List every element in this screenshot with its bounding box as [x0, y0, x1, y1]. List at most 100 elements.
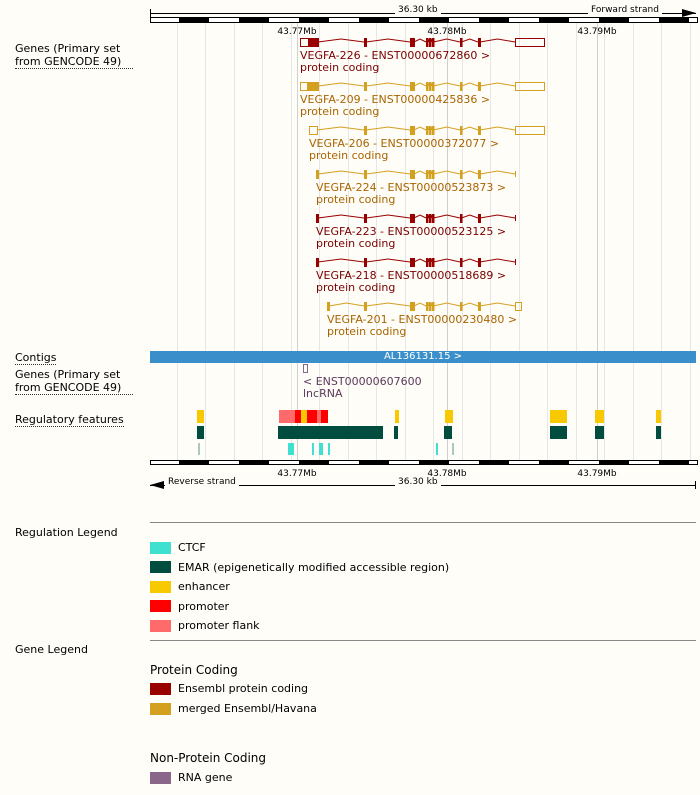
legend-item: promoter flank [150, 619, 260, 632]
exon [478, 302, 481, 311]
transcript[interactable] [300, 38, 545, 47]
exon [478, 38, 481, 47]
legend-swatch [150, 600, 171, 613]
intron [433, 302, 461, 307]
intron [365, 82, 411, 87]
intron [365, 214, 411, 219]
transcript-name[interactable]: VEGFA-201 - ENST00000230480 > [327, 313, 518, 326]
track-label-genes-2[interactable]: Genes (Primary set from GENCODE 49) [15, 368, 133, 395]
transcript[interactable] [300, 82, 545, 91]
exon [478, 170, 481, 179]
gridline [376, 22, 377, 460]
contig-bar[interactable]: AL136131.15 > [150, 351, 696, 363]
exon [316, 214, 319, 223]
ctcf-feature[interactable] [288, 443, 290, 455]
emar-feature[interactable] [394, 426, 398, 439]
transcript[interactable] [327, 302, 522, 311]
gridline [576, 22, 577, 460]
intron [413, 126, 427, 131]
emar-feature[interactable] [656, 426, 661, 439]
enhancer-feature[interactable] [395, 410, 399, 423]
intron [317, 214, 365, 219]
exon [515, 82, 545, 91]
track-label-regulatory[interactable]: Regulatory features [15, 413, 124, 427]
exon [364, 170, 367, 179]
protein-coding-heading: Protein Coding [150, 663, 238, 677]
ctcf-feature[interactable] [436, 443, 438, 455]
intron [365, 126, 411, 131]
intron [365, 258, 411, 263]
promoter-flank-feature[interactable] [317, 410, 321, 423]
exon [460, 38, 463, 47]
exon [308, 38, 319, 47]
lncrna-name[interactable]: < ENST00000607600 [303, 375, 422, 388]
transcript-name[interactable]: VEGFA-218 - ENST00000518689 > [316, 269, 507, 282]
gridline [690, 22, 691, 460]
ruler-block [359, 461, 389, 464]
transcript-name[interactable]: VEGFA-206 - ENST00000372077 > [309, 137, 500, 150]
exon [426, 82, 429, 91]
ctcf-feature[interactable] [312, 443, 314, 455]
track-label-contigs[interactable]: Contigs [15, 351, 57, 365]
ruler-block [419, 461, 449, 464]
intron [413, 214, 427, 219]
gridline [319, 22, 320, 460]
exon [426, 302, 429, 311]
gridline [262, 22, 263, 460]
emar-feature[interactable] [444, 426, 452, 439]
intron [433, 170, 461, 175]
transcript-name[interactable]: VEGFA-226 - ENST00000672860 > [300, 49, 491, 62]
legend-label: CTCF [178, 541, 206, 554]
transcript[interactable] [309, 126, 545, 135]
track-label-genes[interactable]: Genes (Primary set from GENCODE 49) [15, 42, 133, 69]
exon [429, 170, 432, 179]
exon [429, 126, 432, 135]
exon [460, 82, 463, 91]
enhancer-feature[interactable] [301, 410, 307, 423]
enhancer-feature[interactable] [445, 410, 453, 423]
exon [364, 258, 367, 267]
intron [461, 214, 479, 219]
intron [479, 214, 516, 219]
ctcf-feature[interactable] [292, 443, 294, 455]
enhancer-feature[interactable] [197, 410, 204, 423]
transcript[interactable] [316, 170, 516, 179]
gridline [519, 22, 520, 460]
legend-item: enhancer [150, 580, 230, 593]
exon [429, 214, 432, 223]
promoter-feature[interactable] [307, 410, 317, 423]
transcript-name[interactable]: VEGFA-209 - ENST00000425836 > [300, 93, 491, 106]
enhancer-feature[interactable] [656, 410, 661, 423]
emar-feature[interactable] [197, 426, 204, 439]
enhancer-feature[interactable] [550, 410, 567, 423]
transcript-name[interactable]: VEGFA-224 - ENST00000523873 > [316, 181, 507, 194]
exon [410, 214, 415, 223]
lncrna-exon[interactable] [303, 364, 308, 373]
promoter-feature[interactable] [321, 410, 328, 423]
enhancer-feature[interactable] [595, 410, 604, 423]
emar-feature[interactable] [595, 426, 604, 439]
emar-feature[interactable] [550, 426, 567, 439]
transcripts-track [300, 38, 545, 311]
ctcf-feature[interactable] [452, 443, 454, 455]
ctcf-feature[interactable] [290, 443, 292, 455]
intron [461, 38, 479, 43]
ruler-block [479, 461, 509, 464]
exon [478, 82, 481, 91]
transcript-name[interactable]: VEGFA-223 - ENST00000523125 > [316, 225, 507, 238]
ruler-block [599, 461, 629, 464]
ctcf-feature[interactable] [198, 443, 200, 455]
legend-item: EMAR (epigenetically modified accessible… [150, 561, 449, 574]
ctcf-feature[interactable] [328, 443, 330, 455]
promoter-flank-feature[interactable] [279, 410, 295, 423]
gridline [490, 22, 491, 460]
ruler-block [359, 18, 389, 22]
promoter-feature[interactable] [295, 410, 301, 423]
transcript[interactable] [316, 214, 516, 223]
ctcf-feature[interactable] [321, 443, 323, 455]
emar-feature[interactable] [278, 426, 383, 439]
transcript[interactable] [316, 258, 516, 267]
intron [413, 302, 427, 307]
ctcf-feature[interactable] [319, 443, 321, 455]
exon [410, 82, 415, 91]
